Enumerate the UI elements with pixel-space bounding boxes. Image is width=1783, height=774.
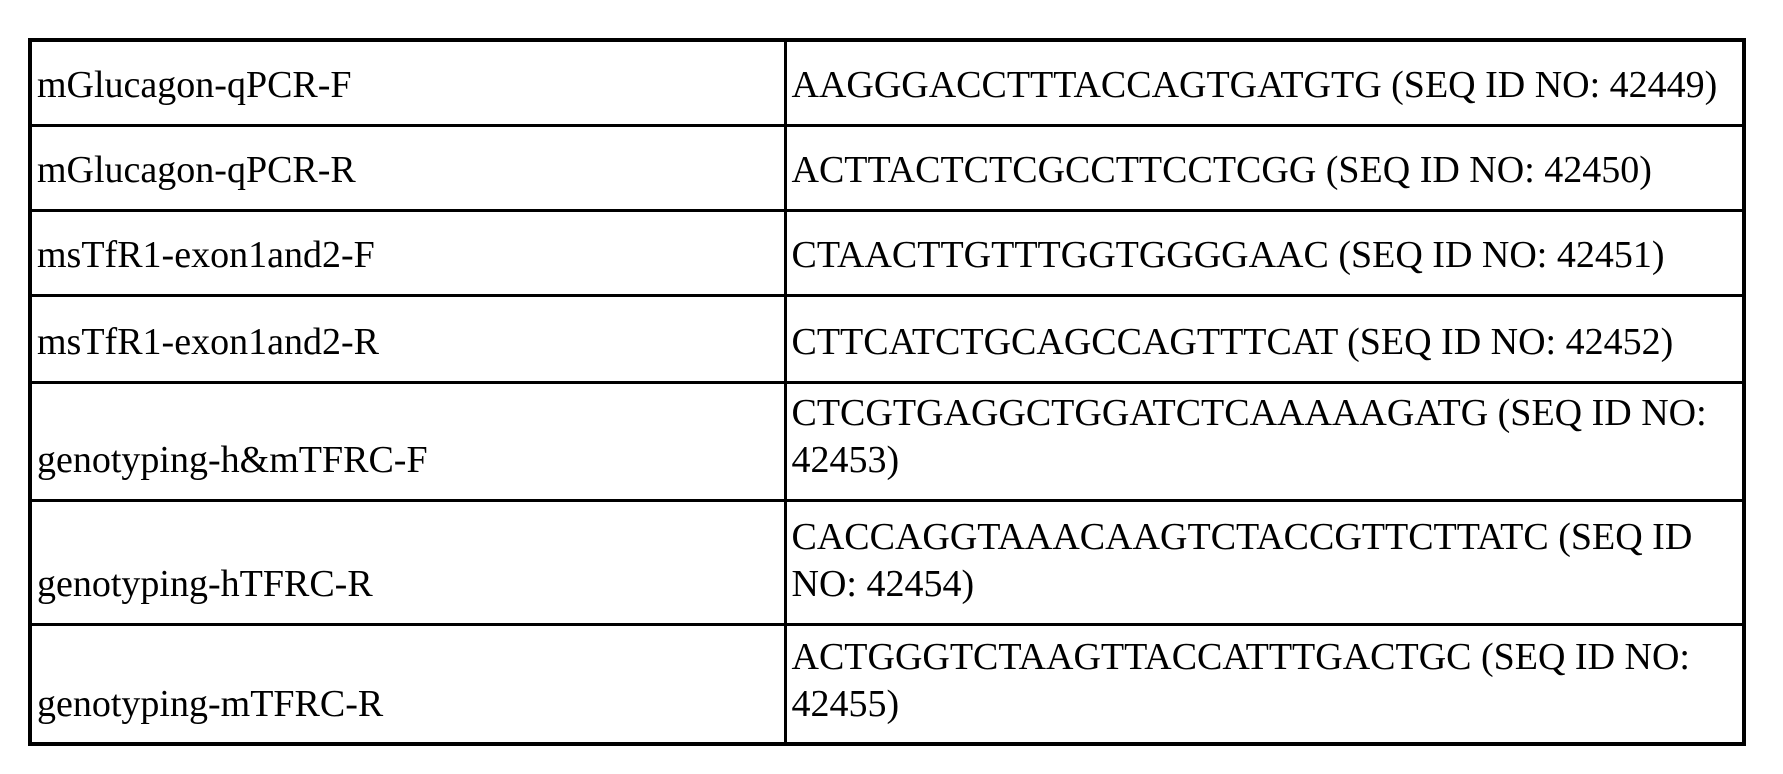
sequence-cell: CTTCATCTGCAGCCAGTTTCAT (SEQ ID NO: 42452… <box>783 293 1746 384</box>
sequence-cell: AAGGGACCTTTACCAGTGATGTG (SEQ ID NO: 4244… <box>783 38 1746 127</box>
table-row: genotyping-h&mTFRC-F CTCGTGAGGCTGGATCTCA… <box>28 380 1746 502</box>
table-row: mGlucagon-qPCR-R ACTTACTCTCGCCTTCCTCGG (… <box>28 123 1746 212</box>
table-row: msTfR1-exon1and2-F CTAACTTGTTTGGTGGGGAAC… <box>28 208 1746 297</box>
primer-name-cell: genotyping-hTFRC-R <box>28 498 787 626</box>
table-row: genotyping-mTFRC-R ACTGGGTCTAAGTTACCATTT… <box>28 622 1746 746</box>
sequence-cell: CACCAGGTAAACAAGTCTACCGTTCTTATC (SEQ ID N… <box>783 498 1746 626</box>
primer-name-cell: genotyping-h&mTFRC-F <box>28 380 787 502</box>
sequence-cell: CTCGTGAGGCTGGATCTCAAAAAGATG (SEQ ID NO: … <box>783 380 1746 502</box>
primer-name-cell: msTfR1-exon1and2-F <box>28 208 787 297</box>
table-row: mGlucagon-qPCR-F AAGGGACCTTTACCAGTGATGTG… <box>28 38 1746 127</box>
sequence-cell: ACTTACTCTCGCCTTCCTCGG (SEQ ID NO: 42450) <box>783 123 1746 212</box>
primer-name-cell: mGlucagon-qPCR-F <box>28 38 787 127</box>
primers-table: mGlucagon-qPCR-F AAGGGACCTTTACCAGTGATGTG… <box>28 38 1746 746</box>
primer-name-cell: genotyping-mTFRC-R <box>28 622 787 746</box>
table-row: genotyping-hTFRC-R CACCAGGTAAACAAGTCTACC… <box>28 498 1746 626</box>
table-row: msTfR1-exon1and2-R CTTCATCTGCAGCCAGTTTCA… <box>28 293 1746 384</box>
primer-name-cell: mGlucagon-qPCR-R <box>28 123 787 212</box>
sequence-cell: ACTGGGTCTAAGTTACCATTTGACTGC (SEQ ID NO: … <box>783 622 1746 746</box>
sequence-cell: CTAACTTGTTTGGTGGGGAAC (SEQ ID NO: 42451) <box>783 208 1746 297</box>
primer-name-cell: msTfR1-exon1and2-R <box>28 293 787 384</box>
